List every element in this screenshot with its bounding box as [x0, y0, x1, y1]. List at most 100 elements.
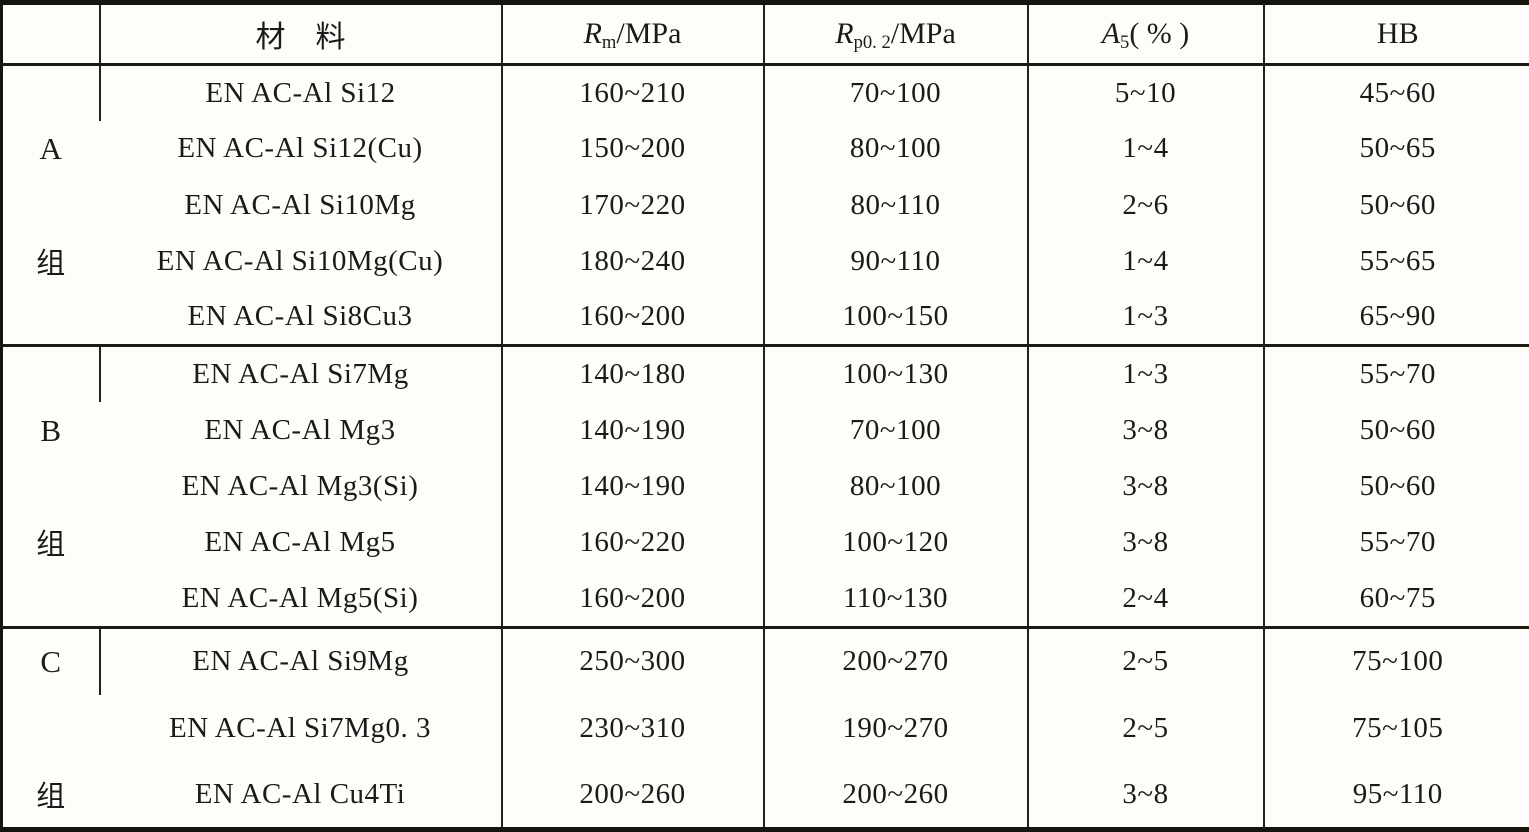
rp02-symbol: R	[835, 17, 854, 50]
material-cell: EN AC-Al Mg5	[204, 526, 396, 559]
rm-value-cell: 140~180	[500, 344, 764, 402]
material-cell: EN AC-Al Mg3(Si)	[181, 469, 419, 502]
material-cell: EN AC-Al Si9Mg	[98, 625, 502, 695]
rp02-value-cell: 80~110	[762, 177, 1028, 234]
material-cell: EN AC-Al Si7Mg0. 3	[169, 711, 431, 744]
material-cell: EN AC-Al Mg5(Si)	[181, 581, 419, 614]
rm-value-cell: 140~190	[500, 402, 764, 459]
rp02-subscript: p0. 2	[853, 32, 891, 54]
a5-value-cell: 3~8	[1026, 458, 1264, 515]
a5-unit: ( % )	[1129, 17, 1190, 50]
a5-symbol: A	[1101, 17, 1121, 50]
rp02-value-cell: 110~130	[762, 570, 1028, 627]
table-row: B 组 EN AC-Al Si7Mg 140~180 100~130 1~3 55~70	[1, 344, 1529, 627]
hb-value-cell: 55~70	[1262, 514, 1529, 571]
rm-value-cell: 150~200	[500, 120, 764, 177]
hb-value-cell: 75~105	[1262, 694, 1529, 762]
col-header-a5: A5( % )	[1026, 2, 1264, 66]
hb-value-cell: 50~60	[1262, 177, 1529, 234]
rp02-value-cell: 100~120	[762, 514, 1028, 571]
a5-subscript: 5	[1120, 32, 1130, 54]
hb-value-cell: 60~75	[1262, 570, 1529, 627]
group-suffix: 组	[36, 247, 66, 280]
group-letter: B	[40, 412, 62, 448]
rp02-unit: /MPa	[890, 17, 956, 50]
a5-value-cell: 2~6	[1026, 177, 1264, 234]
table-row: EN AC-Al Mg5 160~220 100~120 3~8 55~70	[2, 514, 1529, 571]
a5-value-cell: 1~4	[1026, 233, 1264, 290]
a5-value-cell: 3~8	[1026, 514, 1264, 571]
col-header-group	[1, 2, 100, 66]
rp02-value-cell: 190~270	[762, 694, 1028, 762]
hb-value-cell: 95~110	[1262, 762, 1529, 830]
group-letter: C	[40, 643, 62, 679]
rm-value-cell: 230~310	[500, 694, 764, 762]
rm-value-cell: 160~200	[500, 289, 764, 346]
col-header-material: 材 料	[98, 2, 502, 66]
hb-value-cell: 55~70	[1262, 344, 1529, 402]
rp02-value-cell: 100~130	[762, 344, 1028, 402]
rm-value-cell: 170~220	[500, 177, 764, 234]
table-row: EN AC-Al Si7Mg0. 3 230~310 190~270 2~5 75~10…	[2, 694, 1529, 762]
rm-value-cell: 160~210	[500, 62, 764, 121]
material-cell: EN AC-Al Si8Cu3	[187, 300, 413, 333]
a5-value-cell: 3~8	[1026, 762, 1264, 830]
material-cell: EN AC-Al Si7Mg	[98, 344, 502, 402]
table-row: EN AC-Al Si10Mg(Cu) 180~240 90~110 1~4 55~65	[2, 233, 1529, 290]
a5-value-cell: 1~3	[1026, 344, 1264, 402]
group-letter: A	[39, 131, 62, 167]
rm-value-cell: 250~300	[500, 625, 764, 695]
hb-value-cell: 50~65	[1262, 120, 1529, 177]
table-row: EN AC-Al Si8Cu3 160~200 100~150 1~3 65~90	[2, 289, 1529, 346]
hb-value-cell: 45~60	[1262, 62, 1529, 121]
material-cell: EN AC-Al Si12(Cu)	[177, 132, 423, 165]
rm-symbol: R	[583, 17, 602, 50]
table-row: EN AC-Al Mg3 140~190 70~100 3~8 50~60	[2, 402, 1529, 459]
a5-value-cell: 3~8	[1026, 402, 1264, 459]
rp02-value-cell: 90~110	[762, 233, 1028, 290]
hb-value-cell: 50~60	[1262, 458, 1529, 515]
a5-value-cell: 2~5	[1026, 625, 1264, 695]
rm-value-cell: 160~200	[500, 570, 764, 627]
table-row: EN AC-Al Si12(Cu) 150~200 80~100 1~4 50~65	[2, 120, 1529, 177]
col-header-hb: HB	[1262, 2, 1529, 66]
rm-unit: /MPa	[616, 17, 682, 50]
a5-value-cell: 2~4	[1026, 570, 1264, 627]
rm-value-cell: 180~240	[500, 233, 764, 290]
rp02-value-cell: 200~270	[762, 625, 1028, 695]
rp02-value-cell: 70~100	[762, 402, 1028, 459]
rm-subscript: m	[601, 32, 617, 54]
material-cell: EN AC-Al Si10Mg(Cu)	[156, 244, 444, 277]
table-row: EN AC-Al Si10Mg 170~220 80~110 2~6 50~60	[2, 177, 1529, 234]
hb-value-cell: 65~90	[1262, 289, 1529, 346]
table-row: EN AC-Al Mg5(Si) 160~200 110~130 2~4 60~75	[2, 570, 1529, 627]
a5-value-cell: 1~4	[1026, 120, 1264, 177]
material-cell: EN AC-Al Cu4Ti	[194, 778, 406, 810]
a5-value-cell: 2~5	[1026, 694, 1264, 762]
rp02-value-cell: 200~260	[762, 762, 1028, 830]
col-header-rm: Rm/MPa	[500, 2, 764, 66]
col-header-rp02: Rp0. 2/MPa	[762, 2, 1028, 66]
group-suffix: 组	[36, 529, 66, 562]
table-header: 材 料 Rm/MPa Rp0. 2/MPa A5( % ) HB	[1, 2, 1529, 66]
material-cell: EN AC-Al Si12	[98, 62, 502, 121]
material-cell: EN AC-Al Si10Mg	[184, 188, 416, 221]
group-suffix: 组	[36, 780, 66, 813]
table-row: EN AC-Al Cu4Ti 200~260 200~260 3~8 95~110	[2, 762, 1529, 830]
rm-value-cell: 160~220	[500, 514, 764, 571]
table-row: C 组 EN AC-Al Si9Mg 250~300 200~270 2~5 75~100	[1, 625, 1529, 830]
material-cell: EN AC-Al Mg3	[204, 413, 396, 446]
table-body: A 组 EN AC-Al Si12 160~210 70~100 5~10 45~60 EN …	[1, 62, 1529, 830]
hb-value-cell: 55~65	[1262, 233, 1529, 290]
rm-value-cell: 140~190	[500, 458, 764, 515]
hb-value-cell: 75~100	[1262, 625, 1529, 695]
rp02-value-cell: 80~100	[762, 120, 1028, 177]
